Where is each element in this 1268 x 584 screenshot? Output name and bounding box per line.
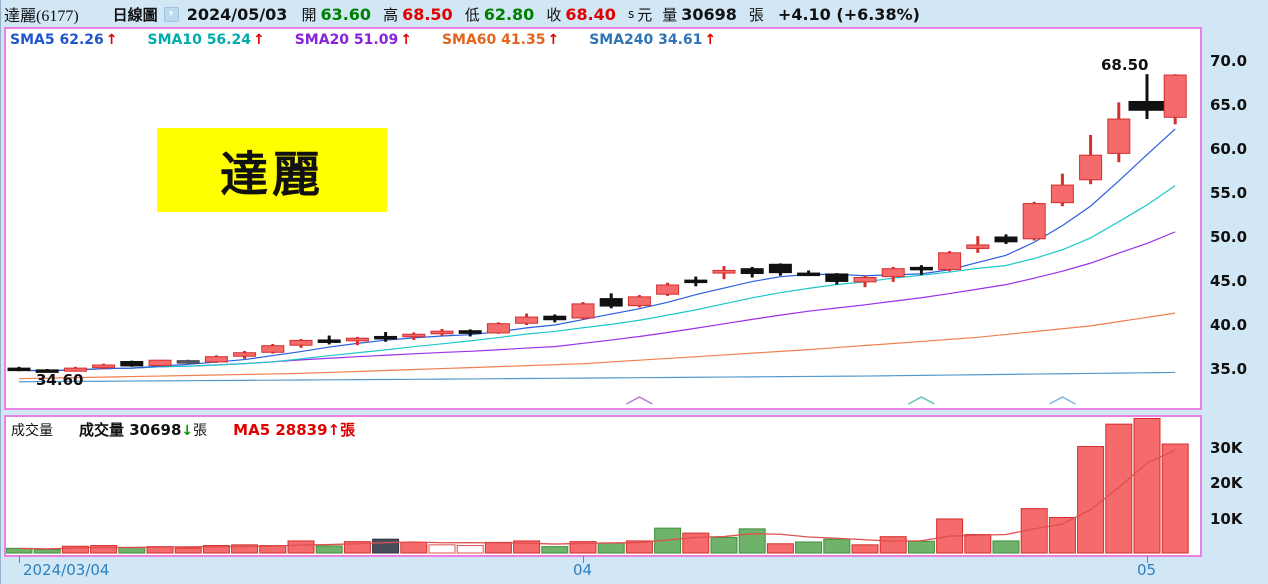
open-value: 63.60 xyxy=(320,4,372,24)
open-label: 開 xyxy=(301,5,317,24)
price-chart-panel: SMA5 62.26 ↑ SMA10 56.24 ↑ SMA20 51.09 ↑ SMA60… xyxy=(4,27,1202,410)
volume-bar-chart[interactable] xyxy=(6,417,1200,555)
date-axis-label: 04 xyxy=(573,561,593,579)
sma-legend-item: SMA20 51.09 ↑ xyxy=(294,32,412,48)
sma-legend-item: SMA5 62.26 ↑ xyxy=(10,32,118,48)
volume-value-text: 成交量 30698 xyxy=(79,421,182,439)
low-value: 62.80 xyxy=(483,4,535,24)
sma-legend-item: SMA60 41.35 ↑ xyxy=(441,32,560,48)
chevron-down-icon[interactable]: ▾ xyxy=(163,6,179,22)
price-candlestick-chart[interactable] xyxy=(6,29,1200,408)
price-axis-label: 70.0 xyxy=(1210,52,1248,70)
high-label: 高 xyxy=(383,5,399,24)
volume-value: 30698 xyxy=(681,4,737,24)
volume-down-arrow-icon: ↓ xyxy=(181,423,194,439)
date-axis-tick xyxy=(1147,556,1148,563)
close-value: 68.40 xyxy=(565,4,616,24)
date-axis-label: 05 xyxy=(1137,561,1157,579)
volume-panel-title: 成交量 xyxy=(11,423,53,439)
stock-name: 達麗(6177) xyxy=(4,8,79,25)
volume-unit: 張 xyxy=(748,5,764,24)
header-bar: 達麗(6177) 日線圖 ▾ 2024/05/03 開 63.60 高 68.50 低 62.80… xyxy=(4,2,920,26)
stock-name-watermark: 達麗 xyxy=(157,128,387,212)
volume-header: 成交量 成交量 30698↓張 MA5 28839↑張 xyxy=(11,419,355,440)
volume-axis-label: 10K xyxy=(1210,509,1243,528)
s-mark: s xyxy=(627,7,635,21)
up-arrow-icon: ↑ xyxy=(400,32,412,48)
volume-label: 量 xyxy=(662,5,678,24)
price-axis-label: 50.0 xyxy=(1210,228,1248,246)
volume-axis-label: 20K xyxy=(1210,474,1243,492)
up-arrow-icon: ↑ xyxy=(704,32,717,48)
peak-price-annotation: 68.50 xyxy=(1101,56,1149,74)
date-axis-tick xyxy=(583,556,584,563)
window-edge-line xyxy=(0,0,1,584)
date-value: 2024/05/03 xyxy=(186,4,288,24)
volume-axis-label: 30K xyxy=(1210,438,1243,457)
volume-chart-panel: 成交量 成交量 30698↓張 MA5 28839↑張 xyxy=(4,415,1202,557)
up-arrow-icon: ↑ xyxy=(105,32,118,48)
high-value: 68.50 xyxy=(402,4,453,24)
period-label: 日線圖 xyxy=(112,5,158,24)
price-axis-label: 65.0 xyxy=(1210,96,1248,114)
volume-ma5-text: MA5 28839↑張 xyxy=(233,421,356,439)
price-axis-label: 55.0 xyxy=(1210,184,1248,202)
up-arrow-icon: ↑ xyxy=(252,32,265,48)
up-arrow-icon: ↑ xyxy=(547,32,560,48)
volume-unit-text: 張 xyxy=(193,423,208,439)
change-value: +4.10 (+6.38%) xyxy=(777,4,920,24)
sma-legend: SMA5 62.26 ↑ SMA10 56.24 ↑ SMA20 51.09 ↑ SMA60… xyxy=(10,32,746,48)
sma-legend-item: SMA10 56.24 ↑ xyxy=(147,32,265,48)
price-axis-label: 35.0 xyxy=(1210,360,1248,378)
currency-unit: 元 xyxy=(637,5,653,24)
sma-legend-item: SMA240 34.61 ↑ xyxy=(589,32,717,48)
date-axis-label: 2024/03/04 xyxy=(23,561,110,579)
date-axis-tick xyxy=(19,556,20,563)
price-axis-label: 40.0 xyxy=(1210,316,1248,334)
low-label: 低 xyxy=(464,5,480,24)
price-axis-label: 60.0 xyxy=(1210,140,1248,158)
price-axis-label: 45.0 xyxy=(1210,272,1248,290)
close-label: 收 xyxy=(546,5,562,24)
low-price-annotation: 34.60 xyxy=(36,371,84,389)
